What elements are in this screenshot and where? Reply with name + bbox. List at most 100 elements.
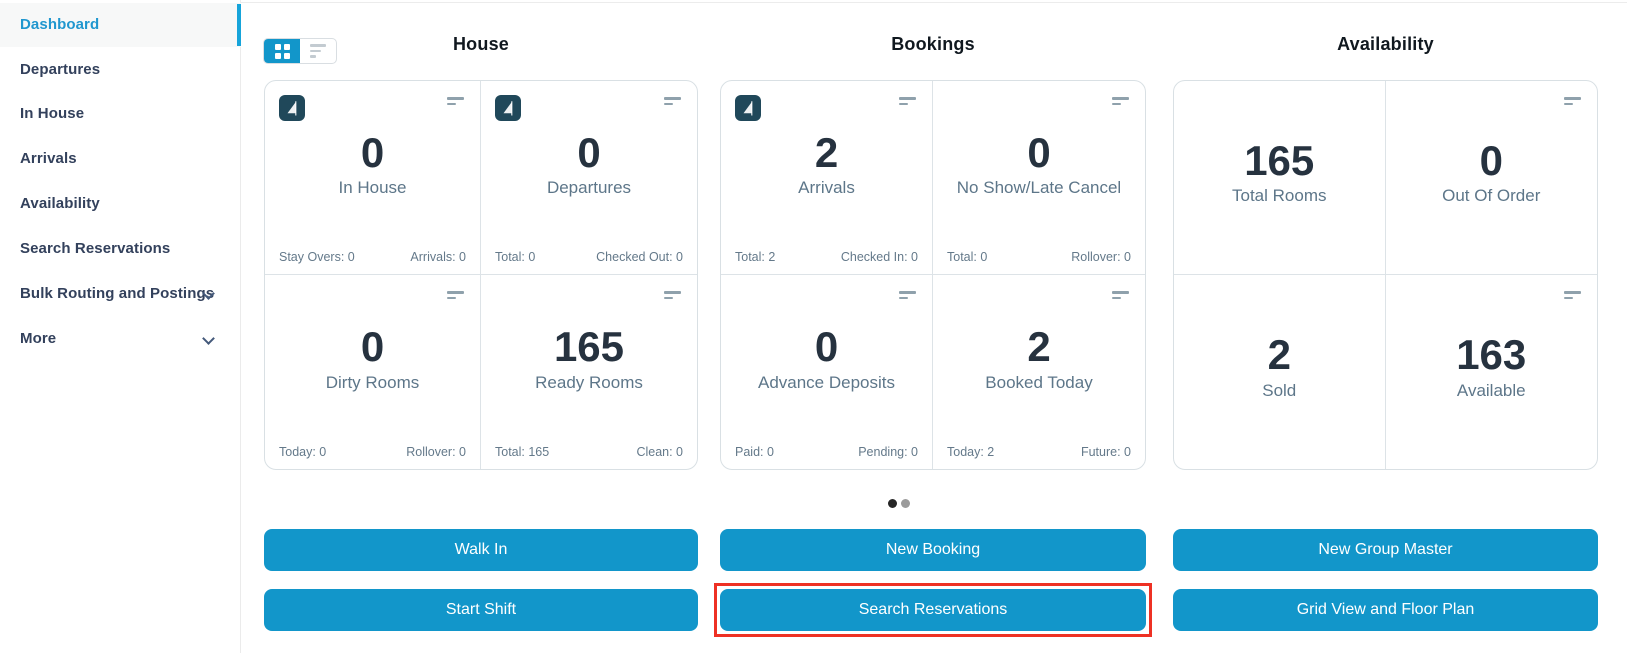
sidebar: Dashboard Departures In House Arrivals A…	[0, 0, 241, 653]
card-sold[interactable]: 2 Sold	[1174, 275, 1386, 469]
card-label: Available	[1456, 380, 1526, 400]
card-stats: Stay Overs: 0 Arrivals: 0	[279, 250, 466, 264]
card-stat-right: Checked In: 0	[840, 250, 918, 264]
card-in-house[interactable]: 0 In House Stay Overs: 0 Arrivals: 0	[265, 81, 481, 275]
card-label: Booked Today	[985, 372, 1093, 392]
card-body: 0 Departures	[481, 81, 697, 274]
pagination-dot-1[interactable]	[888, 499, 897, 508]
card-menu-icon[interactable]	[1564, 291, 1581, 299]
card-body: 2 Arrivals	[721, 81, 932, 274]
card-value: 0	[1479, 136, 1503, 184]
card-menu-icon[interactable]	[1112, 97, 1129, 105]
sidebar-item-label: More	[20, 330, 57, 347]
card-stats: Total: 0 Checked Out: 0	[495, 250, 683, 264]
card-stat-left: Total: 2	[735, 250, 776, 264]
card-stats: Total: 0 Rollover: 0	[947, 250, 1131, 264]
sidebar-item-in-house[interactable]: In House	[20, 105, 85, 122]
card-stats: Today: 2 Future: 0	[947, 445, 1131, 459]
card-dirty-rooms[interactable]: 0 Dirty Rooms Today: 0 Rollover: 0	[265, 275, 481, 469]
new-group-master-button[interactable]: New Group Master	[1173, 529, 1598, 571]
card-stat-right: Checked Out: 0	[596, 250, 683, 264]
card-value: 0	[577, 128, 601, 176]
card-stat-right: Future: 0	[1080, 445, 1131, 459]
carousel-pagination	[888, 499, 910, 508]
card-stat-right: Pending: 0	[858, 445, 918, 459]
new-booking-button[interactable]: New Booking	[720, 529, 1146, 571]
grid-view-icon	[274, 43, 290, 59]
card-menu-icon[interactable]	[664, 291, 681, 299]
card-body: 165 Ready Rooms	[481, 275, 697, 469]
card-stat-right: Rollover: 0	[1071, 250, 1131, 264]
card-stats: Paid: 0 Pending: 0	[735, 445, 918, 459]
card-available[interactable]: 163 Available	[1386, 275, 1598, 469]
card-menu-icon[interactable]	[899, 97, 916, 105]
card-body: 2 Sold	[1174, 275, 1385, 469]
sidebar-item-dashboard[interactable]: Dashboard	[0, 3, 241, 47]
card-label: Arrivals	[798, 178, 855, 198]
card-label: No Show/Late Cancel	[956, 178, 1122, 198]
card-menu-icon[interactable]	[447, 97, 464, 105]
card-label: Advance Deposits	[757, 372, 896, 392]
grid-view-floor-plan-button[interactable]: Grid View and Floor Plan	[1173, 589, 1598, 631]
card-menu-icon[interactable]	[899, 291, 916, 299]
house-panel: 0 In House Stay Overs: 0 Arrivals: 0 0 D…	[264, 80, 698, 470]
card-stat-left: Today: 2	[947, 445, 995, 459]
card-body: 0 Dirty Rooms	[265, 275, 480, 469]
sidebar-item-search-reservations[interactable]: Search Reservations	[20, 240, 171, 257]
grid-view-button[interactable]	[264, 39, 300, 63]
card-departures[interactable]: 0 Departures Total: 0 Checked Out: 0	[481, 81, 697, 275]
card-value: 165	[1244, 136, 1315, 184]
card-value: 0	[1027, 128, 1051, 176]
card-body: 2 Booked Today	[933, 275, 1145, 469]
card-value: 2	[1267, 331, 1291, 379]
sidebar-item-availability[interactable]: Availability	[20, 195, 100, 212]
list-view-icon	[310, 44, 326, 58]
card-body: 0 Out Of Order	[1386, 81, 1598, 274]
card-menu-icon[interactable]	[1564, 97, 1581, 105]
card-value: 163	[1456, 331, 1527, 379]
top-divider	[0, 2, 1627, 3]
bookings-panel: 2 Arrivals Total: 2 Checked In: 0 0 No S…	[720, 80, 1146, 470]
card-body: 165 Total Rooms	[1174, 81, 1385, 274]
walk-in-button[interactable]: Walk In	[264, 529, 698, 571]
sidebar-item-departures[interactable]: Departures	[20, 61, 101, 78]
card-booked-today[interactable]: 2 Booked Today Today: 2 Future: 0	[933, 275, 1145, 469]
list-view-button[interactable]	[300, 39, 336, 63]
card-advance-deposits[interactable]: 0 Advance Deposits Paid: 0 Pending: 0	[721, 275, 933, 469]
card-label: Total Rooms	[1232, 186, 1327, 206]
card-stats: Today: 0 Rollover: 0	[279, 445, 466, 459]
card-menu-icon[interactable]	[447, 291, 464, 299]
brand-logo-icon	[495, 95, 521, 121]
card-total-rooms[interactable]: 165 Total Rooms	[1174, 81, 1386, 275]
brand-logo-icon	[279, 95, 305, 121]
pagination-dot-2[interactable]	[901, 499, 910, 508]
card-stat-left: Total: 0	[947, 250, 988, 264]
card-stat-right: Arrivals: 0	[410, 250, 466, 264]
card-out-of-order[interactable]: 0 Out Of Order	[1385, 81, 1598, 275]
start-shift-button[interactable]: Start Shift	[264, 589, 698, 631]
view-toggle	[263, 38, 337, 64]
card-label: Ready Rooms	[535, 372, 643, 392]
card-ready-rooms[interactable]: 165 Ready Rooms Total: 165 Clean: 0	[481, 275, 697, 469]
card-label: Departures	[546, 178, 632, 198]
card-menu-icon[interactable]	[664, 97, 681, 105]
card-stat-left: Total: 0	[495, 250, 536, 264]
card-value: 165	[553, 323, 625, 371]
card-stat-left: Total: 165	[495, 445, 550, 459]
card-label: Dirty Rooms	[325, 372, 420, 392]
card-menu-icon[interactable]	[1112, 291, 1129, 299]
sidebar-item-more[interactable]: More	[0, 317, 241, 361]
sidebar-item-bulk-routing[interactable]: Bulk Routing and Postings	[0, 272, 241, 316]
sidebar-item-arrivals[interactable]: Arrivals	[20, 150, 77, 167]
section-title-house: House	[452, 34, 509, 54]
card-value: 2	[1027, 323, 1051, 371]
card-arrivals[interactable]: 2 Arrivals Total: 2 Checked In: 0	[721, 81, 933, 275]
card-value: 0	[814, 323, 839, 371]
card-stats: Total: 165 Clean: 0	[495, 445, 683, 459]
section-title-availability: Availability	[1337, 34, 1434, 54]
card-label: Out Of Order	[1442, 186, 1541, 206]
search-reservations-button[interactable]: Search Reservations	[720, 589, 1146, 631]
card-no-show-late-cancel[interactable]: 0 No Show/Late Cancel Total: 0 Rollover:…	[933, 81, 1145, 275]
card-stat-left: Stay Overs: 0	[279, 250, 355, 264]
